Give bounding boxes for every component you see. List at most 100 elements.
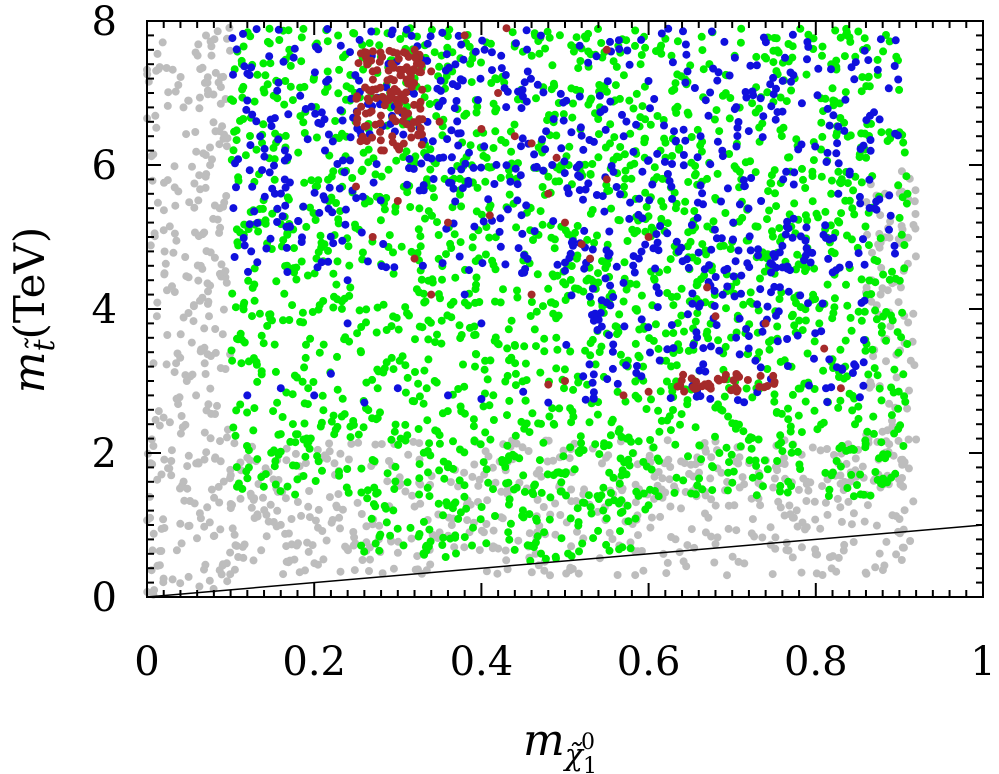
blue-point: [771, 115, 780, 124]
green-point: [439, 511, 447, 520]
blue-point: [445, 178, 453, 187]
blue-point: [428, 137, 437, 146]
green-point: [476, 440, 485, 449]
green-point: [809, 290, 818, 299]
grey-point: [686, 460, 695, 469]
green-point: [320, 240, 329, 249]
brown-point: [679, 370, 688, 379]
green-point: [654, 344, 663, 353]
green-point: [250, 404, 259, 413]
blue-point: [891, 249, 899, 258]
green-point: [614, 216, 623, 224]
green-point: [373, 488, 382, 497]
green-point: [420, 366, 429, 375]
grey-point: [491, 478, 500, 487]
blue-point: [759, 112, 768, 121]
green-point: [851, 420, 859, 429]
grey-point: [840, 540, 849, 549]
blue-point: [250, 207, 259, 216]
green-point: [621, 397, 630, 406]
green-point: [636, 60, 645, 69]
grey-point: [502, 556, 511, 565]
green-point: [610, 133, 619, 142]
green-point: [845, 33, 854, 42]
grey-point: [860, 517, 869, 526]
grey-point: [659, 549, 668, 558]
green-point: [667, 51, 676, 60]
green-point: [401, 420, 410, 429]
green-point: [311, 477, 320, 485]
green-point: [854, 307, 863, 316]
green-point: [265, 24, 274, 33]
blue-point: [625, 214, 634, 223]
green-point: [887, 383, 896, 392]
blue-point: [660, 157, 669, 166]
green-point: [344, 242, 353, 251]
green-point: [337, 304, 346, 313]
brown-point: [411, 54, 420, 63]
green-point: [513, 293, 522, 302]
green-point: [535, 49, 544, 58]
blue-point: [595, 91, 604, 100]
blue-point: [834, 189, 843, 198]
grey-point: [341, 542, 350, 551]
green-point: [294, 148, 303, 157]
green-point: [411, 335, 419, 344]
blue-point: [756, 363, 765, 372]
green-point: [297, 33, 306, 42]
green-point: [902, 172, 911, 181]
blue-point: [605, 227, 614, 236]
grey-point: [413, 552, 422, 561]
grey-point: [206, 161, 215, 170]
blue-point: [513, 180, 522, 189]
grey-point: [183, 484, 192, 493]
grey-point: [527, 568, 536, 577]
green-point: [499, 285, 507, 294]
grey-point: [336, 524, 344, 533]
green-point: [232, 136, 241, 145]
green-point: [855, 153, 864, 162]
green-point: [362, 378, 371, 387]
blue-point: [324, 130, 333, 139]
green-point: [552, 333, 561, 342]
grey-point: [290, 555, 299, 564]
blue-point: [514, 87, 522, 96]
green-point: [573, 284, 582, 293]
green-point: [810, 406, 819, 415]
green-point: [663, 219, 672, 228]
green-point: [842, 446, 851, 455]
green-point: [399, 541, 408, 550]
grey-point: [358, 556, 367, 564]
blue-point: [265, 52, 274, 61]
blue-point: [740, 398, 749, 407]
blue-point: [597, 296, 606, 305]
blue-point: [502, 161, 511, 170]
blue-point: [656, 222, 665, 230]
grey-point: [877, 263, 886, 272]
grey-point: [205, 312, 213, 321]
grey-point: [823, 445, 831, 453]
brown-point: [427, 290, 436, 299]
y-tick-label: 6: [92, 143, 117, 189]
blue-point: [862, 116, 871, 125]
green-point: [470, 331, 479, 340]
brown-point: [353, 115, 362, 123]
blue-point: [696, 132, 705, 141]
green-point: [776, 357, 785, 366]
blue-point: [584, 179, 593, 188]
grey-point: [701, 528, 710, 537]
green-point: [668, 152, 677, 160]
grey-point: [222, 192, 231, 200]
blue-point: [522, 26, 531, 35]
green-point: [291, 490, 300, 499]
green-point: [368, 414, 377, 423]
green-point: [637, 51, 646, 59]
green-point: [613, 387, 622, 396]
blue-point: [663, 170, 672, 178]
green-point: [607, 204, 616, 213]
green-point: [491, 512, 499, 520]
grey-point: [281, 494, 290, 503]
green-point: [746, 288, 755, 297]
grey-point: [148, 546, 157, 555]
green-point: [259, 339, 268, 348]
